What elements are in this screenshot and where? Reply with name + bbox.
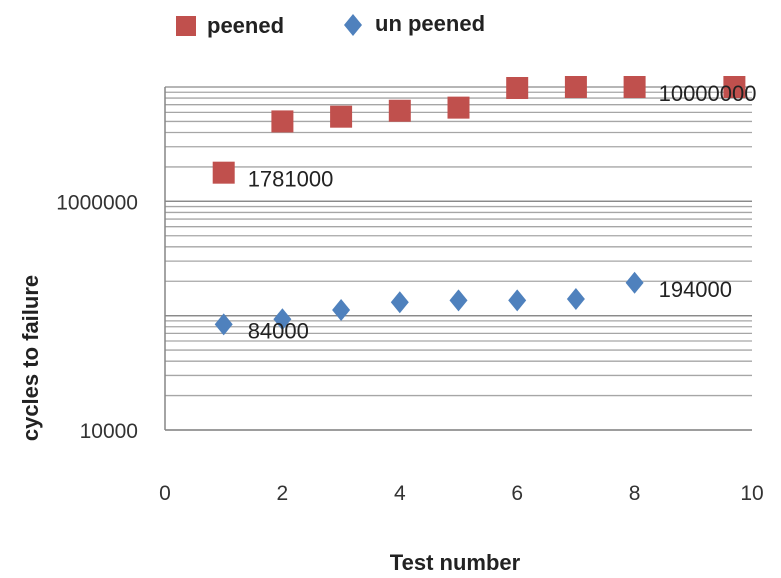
peened-marker bbox=[564, 76, 587, 98]
un-peened-marker bbox=[625, 271, 644, 294]
x-tick-label: 8 bbox=[629, 482, 641, 505]
peened-marker bbox=[723, 76, 746, 98]
un-peened-marker bbox=[566, 287, 585, 310]
un-peened-marker bbox=[390, 291, 409, 314]
un-peened-marker bbox=[332, 299, 351, 322]
y-tick-label: 10000 bbox=[80, 420, 138, 443]
x-tick-label: 2 bbox=[277, 482, 289, 505]
data-label: 10000000 bbox=[659, 81, 757, 106]
x-axis-title: Test number bbox=[390, 550, 521, 575]
x-tick-label: 10 bbox=[740, 482, 763, 505]
y-axis-title: cycles to failure bbox=[18, 275, 43, 441]
legend: peened un peened bbox=[176, 11, 485, 38]
legend-label-peened: peened bbox=[207, 13, 284, 38]
un-peened-marker bbox=[273, 308, 292, 331]
peened-marker bbox=[388, 99, 411, 122]
x-tick-label: 6 bbox=[511, 482, 523, 505]
x-tick-label: 4 bbox=[394, 482, 406, 505]
legend-marker-un-peened bbox=[344, 14, 362, 36]
y-tick-label: 1000000 bbox=[56, 191, 138, 214]
y-tick-labels: 10000 1000000 bbox=[56, 191, 138, 443]
x-tick-labels: 0 2 4 6 8 10 bbox=[159, 482, 764, 505]
un-peened-marker bbox=[508, 289, 527, 312]
legend-marker-peened bbox=[176, 16, 196, 36]
peened-marker bbox=[623, 76, 646, 98]
data-label: 194000 bbox=[659, 277, 732, 302]
peened-marker bbox=[447, 96, 470, 119]
data-label: 84000 bbox=[248, 318, 309, 343]
legend-label-un-peened: un peened bbox=[375, 11, 485, 36]
peened-marker bbox=[271, 110, 294, 133]
data-markers bbox=[212, 76, 746, 336]
data-label: 1781000 bbox=[248, 167, 334, 192]
un-peened-marker bbox=[449, 289, 468, 312]
data-labels: 1781000 10000000 84000 194000 bbox=[248, 81, 757, 343]
grid-lines bbox=[165, 86, 752, 431]
axes bbox=[164, 87, 752, 431]
peened-marker bbox=[506, 77, 529, 100]
x-tick-label: 0 bbox=[159, 482, 171, 505]
un-peened-marker bbox=[214, 313, 233, 336]
peened-marker bbox=[212, 161, 235, 184]
peened-marker bbox=[330, 105, 353, 128]
